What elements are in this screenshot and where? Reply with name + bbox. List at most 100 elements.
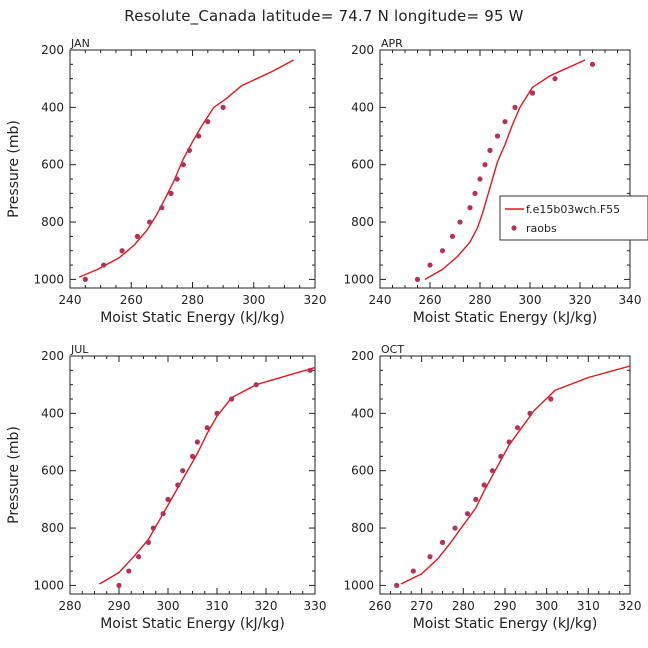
- panel-label: OCT: [381, 343, 404, 356]
- model-series-line: [99, 366, 315, 585]
- raobs-point: [229, 396, 235, 402]
- x-tick-label: 320: [619, 599, 642, 613]
- raobs-point: [473, 496, 479, 502]
- x-tick-label: 290: [494, 599, 517, 613]
- legend-box: [499, 195, 648, 241]
- x-tick-label: 260: [419, 293, 442, 307]
- model-series-line: [400, 365, 630, 585]
- raobs-point: [194, 439, 200, 445]
- x-tick-label: 280: [469, 293, 492, 307]
- raobs-point: [168, 190, 174, 196]
- y-tick-label: 200: [351, 43, 374, 57]
- raobs-point: [196, 133, 202, 139]
- raobs-point: [467, 205, 473, 211]
- raobs-point: [487, 147, 493, 153]
- raobs-point: [82, 276, 88, 282]
- raobs-point: [145, 539, 151, 545]
- y-tick-label: 1000: [343, 578, 374, 592]
- raobs-point: [101, 262, 107, 268]
- x-tick-label: 300: [157, 599, 180, 613]
- model-series-line: [424, 59, 586, 281]
- raobs-point: [307, 367, 313, 373]
- y-tick-label: 1000: [33, 578, 64, 592]
- x-tick-label: 300: [519, 293, 542, 307]
- raobs-point: [439, 539, 446, 545]
- y-tick-label: 600: [351, 158, 374, 172]
- y-tick-label: 600: [41, 158, 64, 172]
- x-axis-label: Moist Static Energy (kJ/kg): [413, 310, 598, 326]
- figure-title: Resolute_Canada latitude= 74.7 N longitu…: [124, 7, 524, 25]
- raobs-point: [186, 147, 193, 153]
- x-tick-label: 280: [59, 599, 82, 613]
- x-tick-label: 280: [181, 293, 204, 307]
- x-tick-label: 240: [59, 293, 82, 307]
- y-tick-label: 200: [41, 43, 64, 57]
- raobs-point: [527, 410, 533, 416]
- y-tick-label: 400: [41, 406, 64, 420]
- raobs-point: [180, 468, 186, 474]
- raobs-point: [514, 425, 521, 431]
- raobs-point: [427, 262, 433, 268]
- raobs-point: [159, 205, 165, 211]
- raobs-point: [119, 248, 125, 254]
- y-tick-label: 800: [41, 521, 64, 535]
- data-layer: [99, 366, 315, 588]
- x-tick-label: 260: [120, 293, 143, 307]
- plot-frame: [379, 355, 631, 595]
- x-tick-label: 300: [242, 293, 265, 307]
- raobs-point: [481, 482, 487, 488]
- y-tick-label: 600: [41, 464, 64, 478]
- raobs-point: [204, 425, 210, 431]
- y-tick-label: 600: [351, 464, 374, 478]
- x-axis-label: Moist Static Energy (kJ/kg): [413, 616, 598, 632]
- raobs-point: [502, 119, 508, 125]
- x-tick-label: 310: [206, 599, 229, 613]
- raobs-point: [116, 582, 122, 588]
- raobs-point: [477, 176, 483, 182]
- raobs-point: [253, 382, 259, 388]
- raobs-point: [175, 482, 181, 488]
- x-tick-label: 320: [569, 293, 592, 307]
- y-tick-label: 800: [351, 215, 374, 229]
- legend-obs-swatch: [511, 225, 517, 231]
- raobs-point: [136, 554, 142, 560]
- raobs-point: [452, 525, 458, 531]
- y-tick-label: 1000: [343, 272, 374, 286]
- plot-frame: [69, 355, 316, 595]
- raobs-point: [472, 190, 478, 196]
- x-tick-label: 260: [369, 599, 392, 613]
- raobs-point: [205, 119, 211, 125]
- panel-jul: JUL 280 290 300 310 320 330 200 400 600 800 1000 Moi…: [6, 343, 326, 632]
- y-axis-label: Pressure (mb): [6, 120, 22, 218]
- y-tick-label: 400: [351, 100, 374, 114]
- x-axis-label: Moist Static Energy (kJ/kg): [100, 616, 285, 632]
- raobs-point: [414, 276, 421, 282]
- x-tick-label: 340: [619, 293, 642, 307]
- raobs-point: [147, 219, 153, 225]
- raobs-point: [160, 511, 166, 517]
- data-layer: [414, 59, 596, 282]
- y-tick-label: 800: [351, 521, 374, 535]
- raobs-point: [150, 525, 156, 531]
- raobs-point: [498, 453, 504, 459]
- y-tick-label: 400: [351, 406, 374, 420]
- raobs-point: [529, 90, 536, 96]
- y-tick-label: 200: [41, 349, 64, 363]
- x-tick-label: 280: [452, 599, 475, 613]
- raobs-point: [439, 248, 446, 254]
- x-tick-label: 310: [577, 599, 600, 613]
- raobs-point: [180, 162, 186, 168]
- plot-frame: [379, 49, 631, 289]
- raobs-point: [464, 511, 471, 517]
- raobs-point: [548, 396, 554, 402]
- x-tick-label: 330: [304, 599, 327, 613]
- raobs-point: [410, 568, 416, 574]
- x-tick-label: 320: [255, 599, 278, 613]
- raobs-point: [512, 104, 518, 110]
- raobs-point: [494, 133, 501, 139]
- panel-jan: JAN 240 260 280 300 320 200 400 600 800 1000 Moist …: [6, 37, 326, 326]
- raobs-point: [214, 410, 220, 416]
- raobs-point: [489, 468, 496, 474]
- data-layer: [394, 365, 630, 588]
